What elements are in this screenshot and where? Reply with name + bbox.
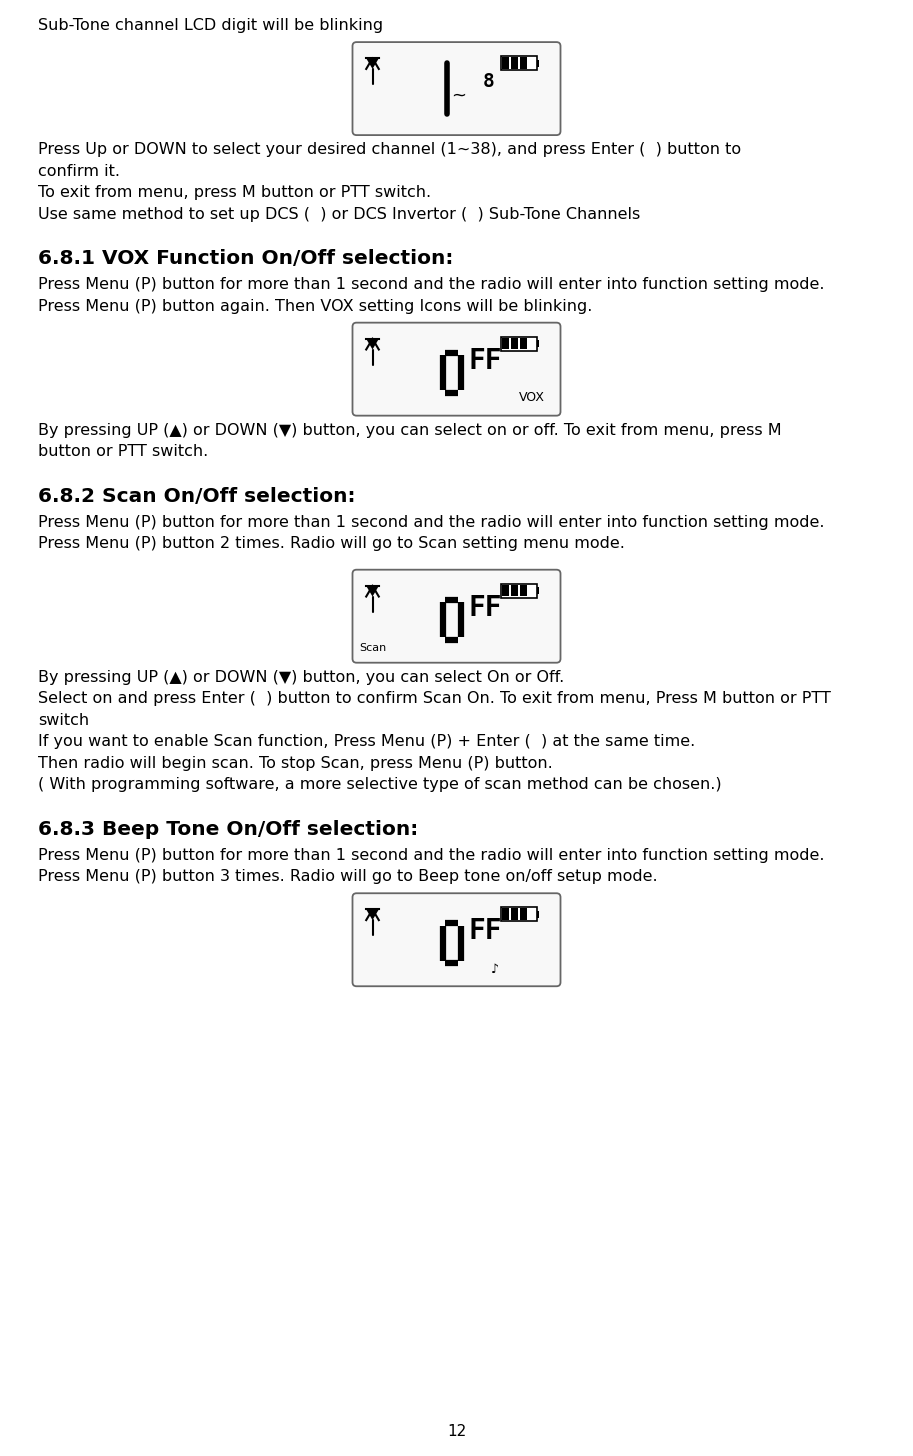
- Polygon shape: [366, 339, 379, 349]
- Text: By pressing UP (▲) or DOWN (▼) button, you can select On or Off.: By pressing UP (▲) or DOWN (▼) button, y…: [38, 670, 564, 684]
- Text: 6.8.1 VOX Function On/Off selection:: 6.8.1 VOX Function On/Off selection:: [38, 249, 454, 268]
- Bar: [500, 584, 537, 598]
- Text: 6.8.3 Beep Tone On/Off selection:: 6.8.3 Beep Tone On/Off selection:: [38, 820, 418, 839]
- Bar: [502, 57, 509, 68]
- Bar: [511, 585, 519, 597]
- Bar: [537, 587, 540, 594]
- Text: To exit from menu, press M button or PTT switch.: To exit from menu, press M button or PTT…: [38, 185, 431, 199]
- Text: Press Menu (P) button again. Then VOX setting Icons will be blinking.: Press Menu (P) button again. Then VOX se…: [38, 298, 593, 313]
- Text: If you want to enable Scan function, Press Menu (P) + Enter (  ) at the same tim: If you want to enable Scan function, Pre…: [38, 734, 696, 750]
- Bar: [537, 911, 540, 917]
- Text: Press Up or DOWN to select your desired channel (1~38), and press Enter (  ) but: Press Up or DOWN to select your desired …: [38, 143, 741, 157]
- Text: VOX: VOX: [519, 390, 544, 403]
- Text: Sub-Tone channel LCD digit will be blinking: Sub-Tone channel LCD digit will be blink…: [38, 17, 383, 33]
- Text: Press Menu (P) button for more than 1 second and the radio will enter into funct: Press Menu (P) button for more than 1 se…: [38, 277, 824, 293]
- Text: ♪: ♪: [490, 964, 498, 977]
- Bar: [500, 336, 537, 351]
- Bar: [537, 60, 540, 67]
- Text: Then radio will begin scan. To stop Scan, press Menu (P) button.: Then radio will begin scan. To stop Scan…: [38, 756, 552, 770]
- Text: Select on and press Enter (  ) button to confirm Scan On. To exit from menu, Pre: Select on and press Enter ( ) button to …: [38, 692, 831, 706]
- Text: Press Menu (P) button 3 times. Radio will go to Beep tone on/off setup mode.: Press Menu (P) button 3 times. Radio wil…: [38, 869, 657, 884]
- FancyBboxPatch shape: [352, 323, 561, 415]
- Text: switch: switch: [38, 712, 89, 728]
- Bar: [519, 909, 527, 920]
- Text: Press Menu (P) button for more than 1 second and the radio will enter into funct: Press Menu (P) button for more than 1 se…: [38, 847, 824, 862]
- FancyBboxPatch shape: [352, 569, 561, 662]
- Text: confirm it.: confirm it.: [38, 163, 120, 179]
- Text: 12: 12: [446, 1424, 467, 1439]
- Text: Press Menu (P) button 2 times. Radio will go to Scan setting menu mode.: Press Menu (P) button 2 times. Radio wil…: [38, 536, 624, 552]
- Text: Press Menu (P) button for more than 1 second and the radio will enter into funct: Press Menu (P) button for more than 1 se…: [38, 514, 824, 530]
- Text: FF: FF: [468, 594, 502, 622]
- Text: ( With programming software, a more selective type of scan method can be chosen.: ( With programming software, a more sele…: [38, 778, 721, 792]
- Bar: [519, 585, 527, 597]
- Bar: [511, 57, 519, 68]
- Polygon shape: [366, 58, 379, 68]
- Text: FF: FF: [468, 917, 502, 945]
- Bar: [537, 341, 540, 347]
- Polygon shape: [366, 910, 379, 920]
- Bar: [502, 585, 509, 597]
- Text: By pressing UP (▲) or DOWN (▼) button, you can select on or off. To exit from me: By pressing UP (▲) or DOWN (▼) button, y…: [38, 422, 782, 438]
- Bar: [519, 57, 527, 68]
- FancyBboxPatch shape: [352, 42, 561, 135]
- FancyBboxPatch shape: [352, 893, 561, 986]
- Bar: [511, 909, 519, 920]
- Bar: [500, 57, 537, 70]
- Text: ~: ~: [451, 86, 466, 105]
- Bar: [502, 338, 509, 349]
- Bar: [502, 909, 509, 920]
- Text: button or PTT switch.: button or PTT switch.: [38, 444, 208, 459]
- Text: 8: 8: [483, 73, 494, 92]
- Text: 6.8.2 Scan On/Off selection:: 6.8.2 Scan On/Off selection:: [38, 486, 355, 505]
- Bar: [511, 338, 519, 349]
- Text: FF: FF: [468, 347, 502, 374]
- Text: Scan: Scan: [359, 642, 386, 652]
- Bar: [500, 907, 537, 922]
- Text: Use same method to set up DCS (  ) or DCS Invertor (  ) Sub-Tone Channels: Use same method to set up DCS ( ) or DCS…: [38, 207, 640, 221]
- Bar: [519, 338, 527, 349]
- Polygon shape: [366, 585, 379, 597]
